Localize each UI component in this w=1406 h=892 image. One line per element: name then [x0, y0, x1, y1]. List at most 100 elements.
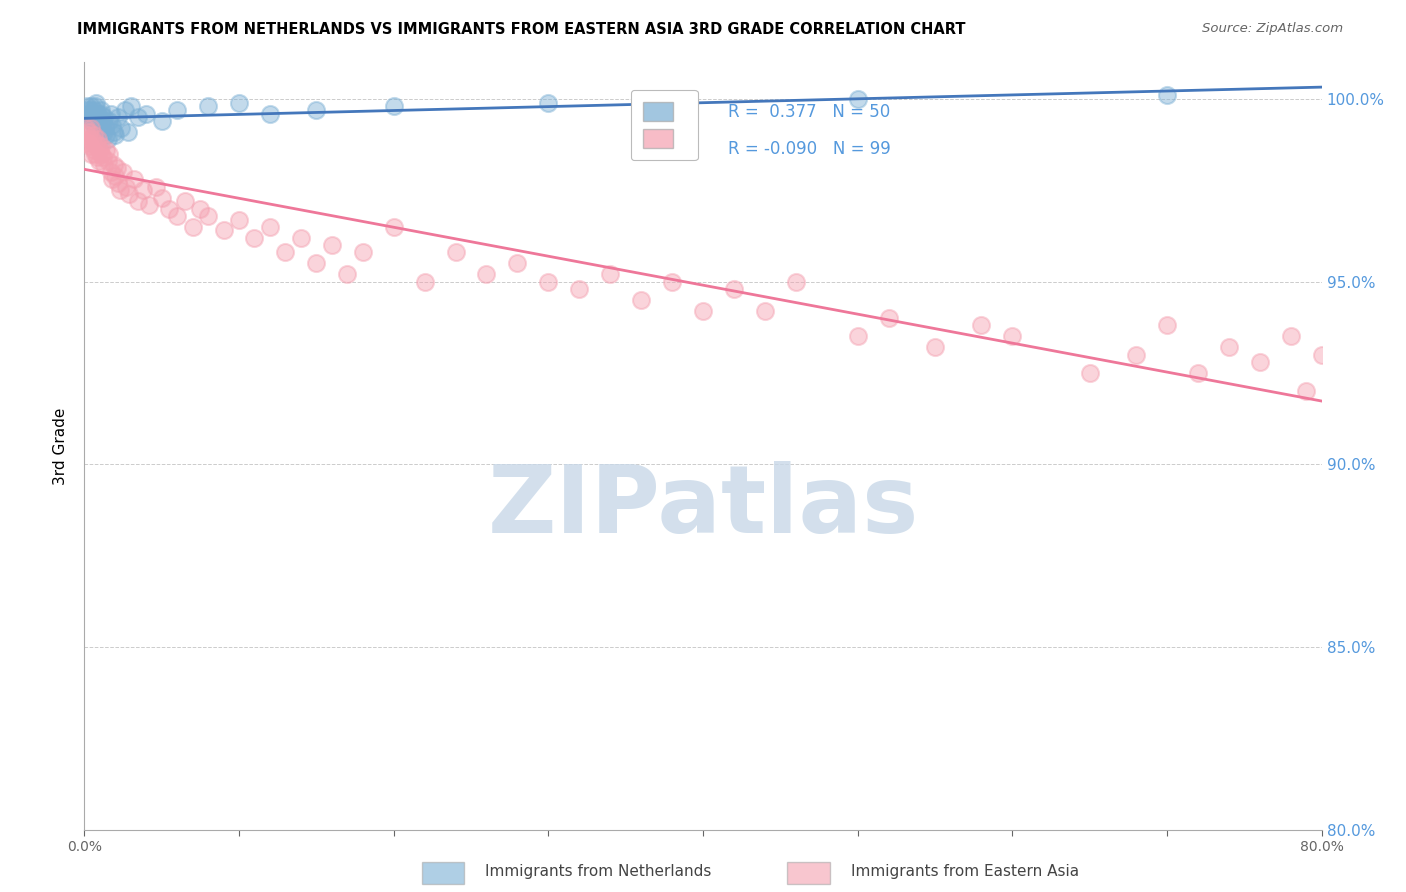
Point: [90, 106, 112, 120]
Point: [127, 194, 149, 209]
Point: [537, 95, 560, 110]
Point: [118, 186, 141, 201]
Point: [107, 110, 129, 124]
Point: [599, 268, 621, 282]
Point: [96, 132, 118, 146]
Point: [1341, 392, 1364, 406]
Point: [243, 231, 266, 245]
Point: [785, 275, 807, 289]
Point: [84, 95, 107, 110]
Point: [444, 245, 467, 260]
Point: [630, 293, 652, 307]
Point: [98, 114, 121, 128]
Point: [91, 150, 114, 164]
Point: [846, 329, 869, 343]
Text: R =  0.377   N = 50: R = 0.377 N = 50: [728, 103, 890, 121]
Point: [181, 219, 204, 234]
Point: [274, 245, 297, 260]
Point: [89, 121, 111, 136]
Point: [79, 99, 101, 113]
Point: [413, 275, 436, 289]
Point: [100, 165, 122, 179]
Point: [290, 231, 312, 245]
Point: [127, 110, 149, 124]
Point: [212, 223, 235, 237]
Point: [104, 169, 127, 183]
FancyBboxPatch shape: [787, 862, 830, 884]
Point: [138, 198, 160, 212]
Point: [87, 110, 110, 124]
Point: [1372, 402, 1395, 417]
Point: [91, 114, 114, 128]
Point: [98, 146, 121, 161]
Point: [1001, 329, 1024, 343]
Point: [76, 99, 98, 113]
Point: [90, 146, 112, 161]
Point: [1388, 384, 1406, 399]
Point: [108, 183, 131, 197]
Point: [84, 99, 107, 113]
Point: [1156, 318, 1178, 333]
Point: [84, 136, 107, 150]
Point: [89, 143, 111, 157]
Point: [101, 172, 124, 186]
Point: [84, 146, 107, 161]
Point: [76, 128, 98, 143]
Point: [94, 128, 117, 143]
Point: [101, 118, 124, 132]
Point: [259, 106, 281, 120]
Point: [87, 132, 110, 146]
Point: [93, 110, 115, 124]
Point: [90, 103, 112, 117]
Legend: , : ,: [631, 90, 697, 161]
Point: [82, 110, 104, 124]
Text: IMMIGRANTS FROM NETHERLANDS VS IMMIGRANTS FROM EASTERN ASIA 3RD GRADE CORRELATIO: IMMIGRANTS FROM NETHERLANDS VS IMMIGRANT…: [77, 22, 966, 37]
Point: [80, 114, 103, 128]
Point: [80, 146, 103, 161]
Point: [1218, 340, 1240, 354]
Point: [77, 110, 100, 124]
FancyBboxPatch shape: [422, 862, 464, 884]
Point: [87, 154, 110, 169]
Point: [692, 303, 714, 318]
Point: [114, 103, 136, 117]
Point: [115, 179, 138, 194]
Text: Source: ZipAtlas.com: Source: ZipAtlas.com: [1202, 22, 1343, 36]
Point: [76, 136, 98, 150]
Point: [76, 103, 98, 117]
Point: [197, 99, 219, 113]
Point: [75, 106, 97, 120]
Point: [135, 106, 157, 120]
Point: [970, 318, 993, 333]
Point: [79, 121, 101, 136]
Point: [1279, 329, 1302, 343]
Point: [117, 125, 139, 139]
Point: [77, 106, 100, 120]
Point: [1187, 366, 1209, 380]
Point: [77, 132, 100, 146]
Point: [754, 303, 776, 318]
Point: [382, 219, 405, 234]
Point: [86, 150, 108, 164]
Text: ZIPatlas: ZIPatlas: [488, 461, 918, 553]
Point: [1326, 366, 1348, 380]
Point: [382, 99, 405, 113]
Point: [103, 158, 125, 172]
Point: [77, 125, 100, 139]
Point: [82, 132, 104, 146]
Point: [110, 121, 132, 136]
Text: R = -0.090   N = 99: R = -0.090 N = 99: [728, 140, 890, 158]
Point: [228, 212, 250, 227]
Point: [305, 256, 328, 270]
Point: [83, 118, 105, 132]
Point: [228, 95, 250, 110]
Point: [79, 139, 101, 153]
Point: [86, 139, 108, 153]
Point: [1403, 413, 1406, 427]
Point: [91, 118, 114, 132]
Point: [90, 139, 112, 153]
Point: [104, 128, 127, 143]
Point: [475, 268, 498, 282]
Point: [259, 219, 281, 234]
Point: [661, 275, 683, 289]
